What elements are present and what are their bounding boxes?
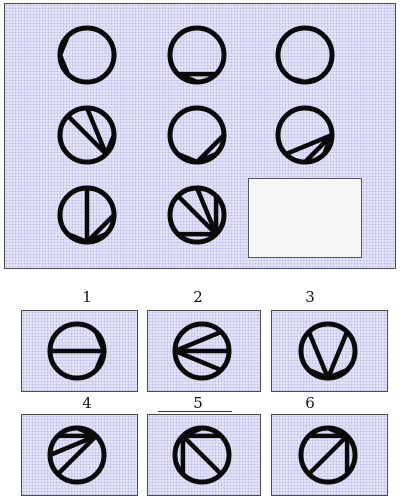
spoke-line bbox=[172, 329, 224, 354]
option-label-1: 1 bbox=[82, 288, 92, 306]
option-figure-4[interactable] bbox=[47, 425, 107, 485]
option-figure-3[interactable] bbox=[298, 321, 358, 381]
grid-figure-6 bbox=[275, 105, 335, 165]
spoke-line bbox=[65, 231, 90, 245]
spoke-line bbox=[175, 193, 219, 237]
grid-figure-2 bbox=[167, 25, 227, 85]
spoke-line bbox=[84, 105, 109, 157]
spoke-line bbox=[47, 433, 99, 458]
spoke-line bbox=[93, 329, 107, 354]
spoke-line bbox=[194, 132, 227, 165]
option-figure-5[interactable] bbox=[172, 425, 232, 485]
spoke-line bbox=[84, 212, 117, 245]
option-figure-2[interactable] bbox=[172, 321, 232, 381]
grid-figure-4 bbox=[57, 105, 117, 165]
spoke-line bbox=[325, 329, 350, 381]
grid-figure-8 bbox=[167, 185, 227, 245]
spoke-line bbox=[93, 348, 107, 373]
grid-figure-5 bbox=[167, 105, 227, 165]
spoke-line bbox=[289, 76, 308, 85]
spoke-line bbox=[302, 76, 321, 85]
spoke-line bbox=[172, 348, 224, 373]
option-label-4: 4 bbox=[82, 394, 92, 412]
grid-figure-1 bbox=[57, 25, 117, 85]
spoke-line bbox=[65, 113, 109, 157]
grid-figure-7 bbox=[57, 185, 117, 245]
grid-figure-3 bbox=[275, 25, 335, 85]
spoke-line bbox=[180, 433, 224, 477]
missing-answer-box bbox=[248, 178, 362, 258]
spoke-line bbox=[306, 329, 331, 381]
spoke-line bbox=[55, 433, 99, 477]
spoke-line bbox=[194, 185, 219, 237]
spoke-line bbox=[325, 425, 350, 439]
option-5-underline bbox=[158, 411, 232, 412]
spoke-line bbox=[306, 367, 331, 381]
option-label-5: 5 bbox=[193, 394, 203, 412]
option-figure-1[interactable] bbox=[47, 321, 107, 381]
spoke-line bbox=[306, 433, 350, 477]
spoke-line bbox=[325, 367, 350, 381]
spoke-line bbox=[57, 33, 71, 58]
spoke-line bbox=[180, 425, 205, 439]
option-label-2: 2 bbox=[193, 288, 203, 306]
spoke-line bbox=[283, 132, 335, 157]
option-label-3: 3 bbox=[305, 288, 315, 306]
spoke-line bbox=[57, 52, 71, 77]
spoke-line bbox=[175, 151, 200, 165]
spoke-line bbox=[103, 132, 117, 157]
circle-outline bbox=[275, 25, 335, 85]
spoke-line bbox=[302, 132, 335, 165]
option-figure-6[interactable] bbox=[298, 425, 358, 485]
option-label-6: 6 bbox=[305, 394, 315, 412]
